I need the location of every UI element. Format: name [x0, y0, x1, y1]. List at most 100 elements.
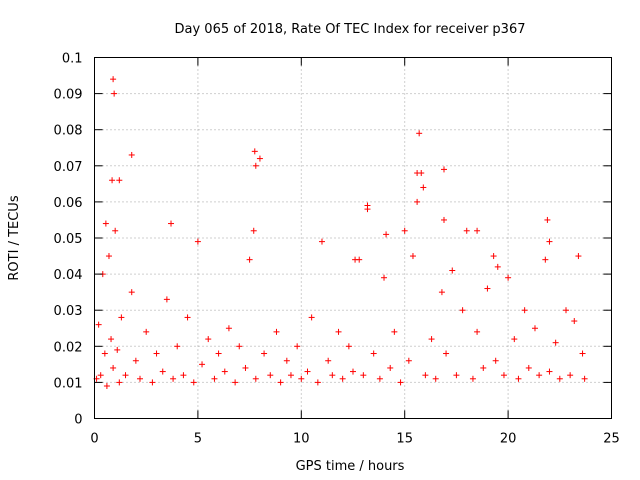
data-point: [536, 372, 543, 379]
data-point: [409, 253, 416, 260]
data-point: [339, 375, 346, 382]
data-point: [563, 307, 570, 314]
y-tick-label: 0.03: [54, 304, 83, 319]
y-tick-label: 0.1: [62, 52, 83, 67]
data-point: [546, 368, 553, 375]
data-point: [103, 383, 110, 390]
y-tick-label: 0.08: [54, 124, 83, 139]
data-point: [505, 274, 512, 281]
data-point: [350, 368, 356, 375]
data-point: [267, 372, 274, 379]
data-point: [453, 372, 460, 379]
x-tick-label: 20: [500, 432, 517, 447]
data-point: [287, 372, 294, 379]
data-point: [277, 379, 284, 386]
data-point: [105, 253, 112, 260]
x-tick-label: 5: [194, 432, 202, 447]
data-point: [383, 231, 390, 238]
data-point: [440, 216, 447, 223]
data-point: [225, 325, 232, 332]
data-point: [494, 263, 501, 270]
data-point: [581, 375, 588, 382]
data-point: [401, 227, 408, 234]
data-point: [459, 307, 466, 314]
data-point: [110, 76, 117, 83]
data-point: [236, 343, 243, 350]
data-point: [360, 372, 367, 379]
y-tick-label: 0: [74, 413, 82, 428]
data-point: [246, 256, 253, 263]
data-point: [149, 379, 156, 386]
y-tick-label: 0.07: [54, 160, 83, 175]
data-point: [118, 314, 125, 321]
y-axis-label: ROTI / TECUs: [7, 195, 22, 280]
data-point: [490, 253, 497, 260]
y-tick-label: 0.04: [54, 268, 83, 283]
data-point: [438, 289, 445, 296]
data-point: [345, 343, 352, 350]
data-point: [114, 346, 121, 353]
data-point: [128, 289, 135, 296]
data-point: [463, 227, 470, 234]
data-point: [414, 198, 421, 205]
y-tick-label: 0.06: [54, 196, 83, 211]
data-point: [500, 372, 507, 379]
data-point: [168, 220, 175, 227]
data-point: [163, 296, 170, 303]
data-point: [283, 357, 290, 364]
data-point: [567, 372, 574, 379]
axis-ticks: 0 0.01 0.02 0.03 0.04 0.05 0.06 0.07 0.08 0.09 0.1…: [54, 52, 620, 447]
data-point: [575, 253, 582, 260]
data-points: [93, 76, 588, 390]
data-point: [211, 375, 218, 382]
data-point: [432, 375, 439, 382]
x-tick-label: 15: [396, 432, 413, 447]
data-point: [370, 350, 377, 357]
data-point: [542, 256, 549, 263]
data-point: [294, 343, 301, 350]
data-point: [352, 256, 359, 263]
data-point: [531, 325, 538, 332]
data-point: [443, 350, 450, 357]
chart-title: Day 065 of 2018, Rate Of TEC Index for r…: [175, 22, 526, 37]
data-point: [469, 375, 476, 382]
data-point: [544, 216, 551, 223]
data-point: [232, 379, 239, 386]
data-point: [492, 357, 499, 364]
x-tick-label: 25: [603, 432, 620, 447]
data-point: [159, 368, 166, 375]
data-point: [308, 314, 315, 321]
data-point: [515, 375, 522, 382]
data-point: [221, 368, 228, 375]
y-tick-label: 0.01: [54, 376, 83, 391]
data-point: [194, 238, 201, 245]
data-point: [420, 184, 427, 191]
data-point: [112, 227, 119, 234]
data-point: [95, 321, 102, 328]
data-point: [449, 267, 456, 274]
data-point: [335, 328, 342, 335]
data-point: [571, 318, 578, 325]
data-point: [405, 357, 412, 364]
x-axis-label: GPS time / hours: [296, 459, 405, 474]
data-point: [174, 343, 181, 350]
data-point: [261, 350, 268, 357]
data-point: [108, 336, 115, 343]
data-point: [364, 202, 371, 209]
data-point: [525, 364, 532, 371]
data-point: [546, 238, 553, 245]
data-point: [242, 364, 249, 371]
data-point: [304, 368, 311, 375]
data-point: [511, 336, 518, 343]
data-point: [205, 336, 212, 343]
data-point: [397, 379, 404, 386]
data-point: [440, 166, 447, 173]
grid-lines: [94, 57, 612, 419]
data-point: [381, 274, 388, 281]
data-point: [552, 339, 559, 346]
data-point: [329, 372, 336, 379]
data-point: [153, 350, 160, 357]
data-point: [109, 177, 116, 184]
data-point: [579, 350, 586, 357]
